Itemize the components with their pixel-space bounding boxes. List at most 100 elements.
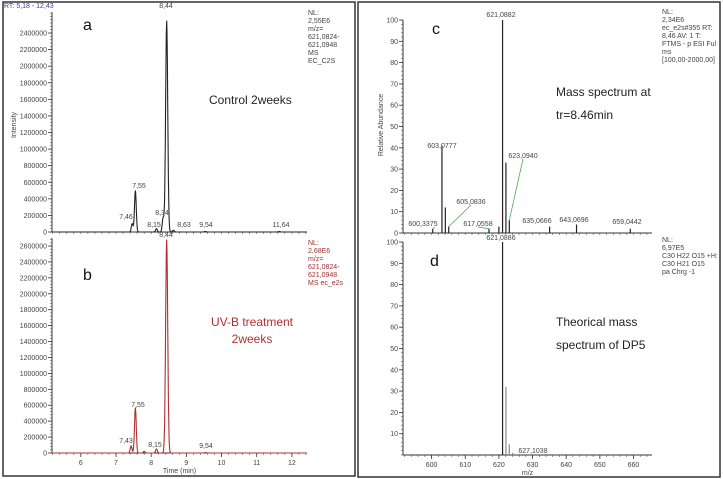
info-line: FTMS - p ESI Ful — [662, 41, 717, 48]
y-tick-label: 50 — [390, 124, 398, 131]
y-tick-label: 70 — [390, 303, 398, 310]
y-tick-label: 1000000 — [20, 147, 47, 154]
peak-label: 7,55 — [132, 183, 146, 190]
info-line: 8,46 AV: 1 T: — [662, 33, 701, 40]
y-tick-label: 30 — [390, 167, 398, 174]
y-tick-label: 1200000 — [20, 130, 47, 137]
y-tick-label: 2400000 — [20, 31, 47, 38]
info-line: NL: — [662, 237, 673, 244]
info-line: 6,97E5 — [662, 245, 684, 252]
x-tick-label: 6 — [79, 460, 83, 467]
info-line: ms — [662, 49, 672, 56]
x-tick-label: 640 — [560, 462, 572, 469]
y-tick-label: 800000 — [24, 163, 47, 170]
y-tick-label: 200000 — [24, 435, 47, 442]
y-tick-label: 0 — [394, 231, 398, 238]
panel-annotation: tr=8.46min — [556, 108, 613, 122]
info-line: 2,68E6 — [308, 248, 330, 255]
y-tick-label: 200000 — [24, 213, 47, 220]
peak-label: 11,64 — [273, 222, 290, 229]
chromatogram-trace — [52, 239, 307, 454]
y-tick-label: 400000 — [24, 419, 47, 426]
info-line: m/z= — [308, 256, 323, 263]
y-axis-label: Intensity — [11, 111, 18, 138]
info-line: NL: — [308, 240, 319, 247]
peak-leader-line — [477, 226, 490, 230]
y-tick-label: 400000 — [24, 196, 47, 203]
left-panel-frame — [2, 1, 356, 477]
chart-panel-b: 0 200000 400000 600000 800000 1000000 1200000 1… — [20, 232, 344, 475]
peak-label: 7,46 — [119, 214, 133, 221]
y-tick-label: 70 — [390, 81, 398, 88]
y-tick-label: 80 — [390, 60, 398, 67]
panel-letter: d — [430, 253, 439, 270]
peak-label: 621,0882 — [486, 12, 515, 19]
y-tick-label: 2000000 — [20, 291, 47, 298]
info-line: 2,34E6 — [662, 17, 684, 24]
y-tick-label: 60 — [390, 325, 398, 332]
peak-label: 635,0666 — [522, 218, 551, 225]
y-tick-label: 40 — [390, 145, 398, 152]
info-line: 621,0948 — [308, 42, 337, 49]
info-line: 621,0824- — [308, 34, 340, 41]
x-tick-label: 600 — [426, 462, 438, 469]
peak-label: 8,44 — [159, 3, 173, 10]
rt-range: RT: 5,18 - 12,43 — [4, 3, 54, 10]
info-line: NL: — [308, 10, 319, 17]
y-tick-label: 20 — [390, 188, 398, 195]
peak-label: 8,44 — [159, 232, 173, 239]
info-line: [100,00-2000,00] — [662, 57, 715, 64]
y-tick-label: 2200000 — [20, 275, 47, 282]
x-tick-label: 12 — [288, 460, 296, 467]
peak-leader-line — [508, 158, 524, 221]
x-tick-label: 660 — [628, 462, 640, 469]
y-tick-label: 10 — [390, 431, 398, 438]
peak-leader-line — [448, 204, 472, 227]
y-tick-label: 100 — [386, 18, 398, 25]
panel-annotation: Theorical mass — [556, 315, 637, 329]
y-tick-label: 40 — [390, 367, 398, 374]
info-line: m/z= — [308, 26, 323, 33]
peak-label: 643,0696 — [559, 217, 588, 224]
y-tick-label: 90 — [390, 39, 398, 46]
panel-annotation: Control 2weeks — [209, 93, 292, 107]
peak-label: 8,15 — [147, 222, 161, 229]
x-tick-label: 7 — [114, 460, 118, 467]
y-tick-label: 30 — [390, 389, 398, 396]
y-axis-label: Relative Abundance — [378, 94, 385, 156]
peak-label: 8,63 — [177, 222, 191, 229]
y-tick-label: 600000 — [24, 403, 47, 410]
info-line: MS ec_e2s — [308, 280, 344, 287]
peak-label: 8,15 — [148, 442, 162, 449]
y-tick-label: 2600000 — [20, 244, 47, 251]
peak-label: 623,0940 — [508, 153, 537, 160]
info-line: C30 H22 O15 +H: — [662, 253, 718, 260]
y-tick-label: 1800000 — [20, 307, 47, 314]
info-line: EC_C2S — [308, 58, 336, 65]
y-tick-label: 800000 — [24, 387, 47, 394]
panel-annotation: 2weeks — [232, 332, 273, 346]
y-tick-label: 0 — [43, 230, 47, 237]
x-tick-label: 610 — [459, 462, 471, 469]
peak-label: 617,0558 — [463, 221, 492, 228]
info-line: NL: — [662, 9, 673, 16]
y-tick-label: 1800000 — [20, 80, 47, 87]
peak-label: 7,43 — [119, 438, 133, 445]
info-line: C30 H21 O15 — [662, 261, 705, 268]
peak-label: 600,3375 — [408, 221, 437, 228]
info-line: MS — [308, 50, 319, 57]
x-axis-label: Time (min) — [163, 468, 196, 475]
peak-label: 621,0886 — [486, 235, 515, 242]
y-tick-label: 2000000 — [20, 64, 47, 71]
y-tick-label: 20 — [390, 410, 398, 417]
info-line: 2,55E6 — [308, 18, 330, 25]
peak-leader-line — [432, 226, 436, 230]
info-line: 621,0824- — [308, 264, 340, 271]
x-tick-label: 11 — [253, 460, 260, 467]
x-axis-label: m/z — [522, 470, 534, 477]
x-tick-label: 620 — [493, 462, 505, 469]
panel-annotation: spectrum of DP5 — [556, 338, 646, 352]
chart-panel-d: 10 20 30 40 50 60 70 80 90 100 600 610 620 630 640 650 6… — [386, 235, 718, 477]
chromatogram-trace — [52, 20, 307, 233]
panel-annotation: UV-B treatment — [211, 315, 294, 329]
